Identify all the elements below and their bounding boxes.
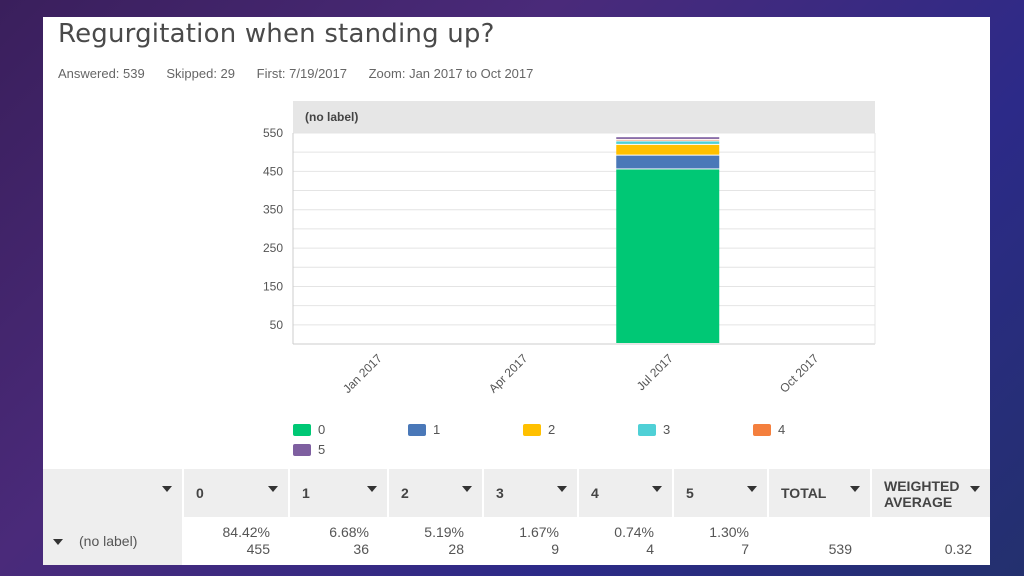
cell-1: 6.68% 36 [288,517,388,565]
legend-label: 2 [548,422,556,438]
x-tick-label: Jan 2017 [340,351,385,396]
chevron-down-icon[interactable] [367,486,377,492]
cell-percent: 6.68% [329,524,369,540]
legend-swatch [293,423,311,436]
bar-segment-2 [616,144,720,155]
cell-percent: 0.74% [614,524,654,540]
cell-4: 0.74% 4 [577,517,673,565]
legend-label: 4 [778,422,786,438]
cell-count: 9 [551,541,559,557]
x-tick-label: Apr 2017 [486,351,531,396]
cell-count: 36 [353,541,369,557]
stacked-bar-chart: (no label) 550 450 350 250 150 50 Jan 2017 Apr 2… [263,101,876,396]
column-header-0[interactable]: 0 [182,469,289,517]
chart-header-label: (no label) [305,110,358,124]
y-tick-label: 150 [263,279,283,293]
zoom-range: Zoom: Jan 2017 to Oct 2017 [368,66,534,81]
bar-segment-1 [616,155,720,169]
row-label-cell[interactable]: (no label) [43,517,183,565]
column-header-3[interactable]: 3 [482,469,578,517]
legend-label: 1 [433,422,441,438]
y-tick-label: 450 [263,164,283,178]
cell-weighted-average: 0.32 [870,517,990,565]
legend-item-5[interactable]: 5 [293,441,325,457]
chart-legend: 0 1 2 3 4 5 [293,421,893,463]
chevron-down-icon[interactable] [53,538,63,545]
legend-label: 0 [318,422,326,438]
y-tick-label: 550 [263,126,283,140]
cell-3: 1.67% 9 [482,517,578,565]
cell-percent: 84.42% [222,524,270,540]
row-label-header[interactable] [43,469,183,517]
column-header-5[interactable]: 5 [672,469,768,517]
cell-0: 84.42% 455 [182,517,289,565]
legend-item-0[interactable]: 0 [293,421,325,437]
column-header-weighted-average[interactable]: WEIGHTED AVERAGE [870,469,990,517]
cell-count: 28 [448,541,464,557]
response-summary: Answered: 539 Skipped: 29 First: 7/19/20… [58,66,551,81]
column-header-total[interactable]: TOTAL [767,469,871,517]
y-tick-label: 250 [263,241,283,255]
cell-count: 7 [741,541,749,557]
cell-5: 1.30% 7 [672,517,768,565]
chevron-down-icon[interactable] [462,486,472,492]
legend-swatch [523,423,541,436]
cell-count: 4 [646,541,654,557]
x-tick-label: Jul 2017 [634,351,676,393]
legend-swatch [293,443,311,456]
legend-swatch [408,423,426,436]
legend-label: 5 [318,442,326,458]
cell-percent: 1.67% [519,524,559,540]
column-header-4[interactable]: 4 [577,469,673,517]
bar-segment-0 [616,169,720,343]
bar-segment-3 [616,141,720,144]
answered-count: Answered: 539 [58,66,145,81]
legend-item-1[interactable]: 1 [408,421,440,437]
column-header-2[interactable]: 2 [387,469,483,517]
legend-swatch [753,423,771,436]
skipped-count: Skipped: 29 [166,66,236,81]
table-row: (no label) 84.42% 455 6.68% 36 5.19% 28 1.6… [43,517,990,565]
cell-count: 455 [246,541,270,557]
results-table: 0 1 2 3 4 5 TOTAL WEIGHTED AVERAGE (no l… [43,469,990,565]
table-header-row: 0 1 2 3 4 5 TOTAL WEIGHTED AVERAGE [43,469,990,517]
bar-segment-5 [616,137,720,139]
cell-percent: 1.30% [709,524,749,540]
chart-header-band [293,101,875,133]
chevron-down-icon[interactable] [268,486,278,492]
y-tick-label: 350 [263,203,283,217]
column-header-1[interactable]: 1 [288,469,388,517]
y-tick-label: 50 [270,318,284,332]
first-response-date: First: 7/19/2017 [256,66,347,81]
chevron-down-icon[interactable] [652,486,662,492]
legend-label: 3 [663,422,671,438]
bar-segment-4 [616,139,720,141]
total-count: 539 [828,541,852,557]
survey-slide: Regurgitation when standing up? Answered… [43,17,990,565]
cell-total: 539 [767,517,871,565]
x-tick-label: Oct 2017 [777,351,822,396]
chevron-down-icon[interactable] [162,486,172,492]
cell-percent: 5.19% [424,524,464,540]
legend-item-3[interactable]: 3 [638,421,670,437]
legend-item-2[interactable]: 2 [523,421,555,437]
row-label: (no label) [79,532,138,549]
legend-swatch [638,423,656,436]
chevron-down-icon[interactable] [850,486,860,492]
cell-2: 5.19% 28 [387,517,483,565]
chevron-down-icon[interactable] [747,486,757,492]
chevron-down-icon[interactable] [970,486,980,492]
weighted-average-value: 0.32 [944,541,972,557]
legend-item-4[interactable]: 4 [753,421,785,437]
page-title: Regurgitation when standing up? [58,19,495,49]
chevron-down-icon[interactable] [557,486,567,492]
